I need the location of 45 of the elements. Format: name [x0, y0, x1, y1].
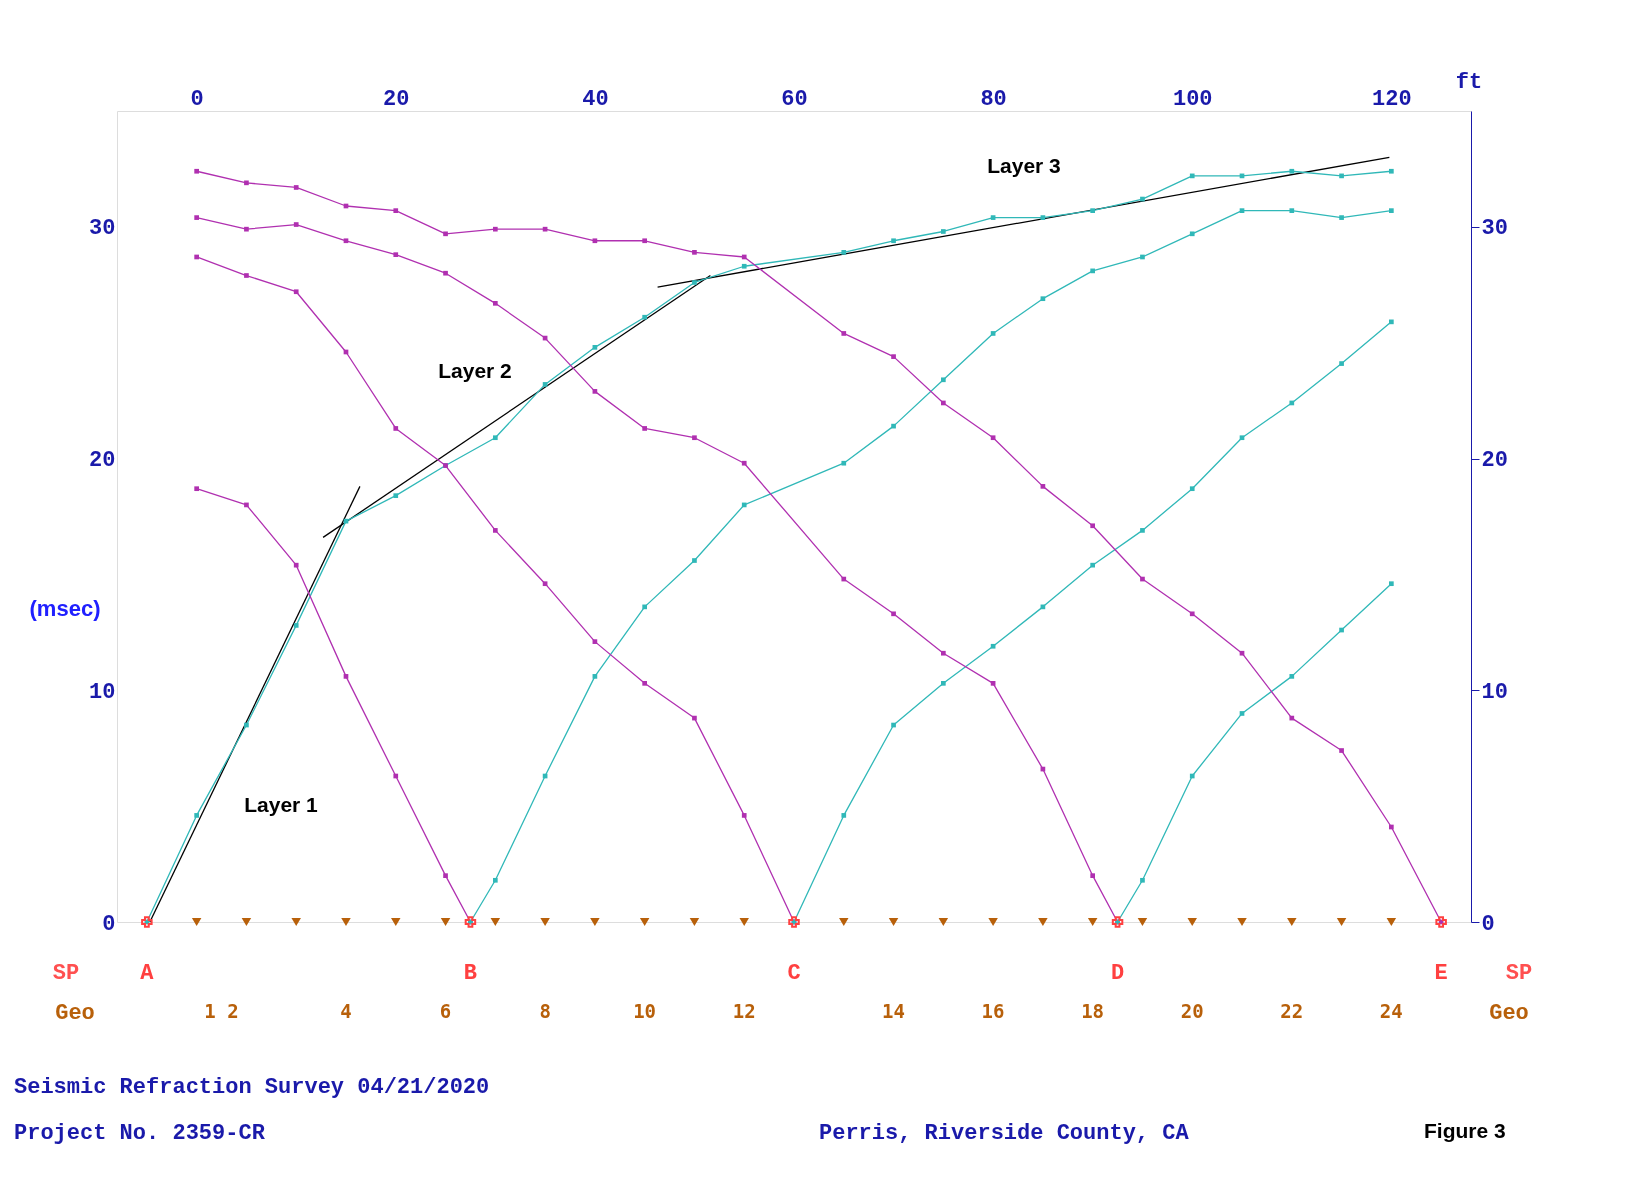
y2-tick-label: 20 — [1481, 448, 1508, 474]
text: 20 — [1180, 1000, 1204, 1022]
y2-tick-label: 10 — [1481, 679, 1508, 705]
text: Perris, Riverside County, CA — [819, 1121, 1190, 1146]
x-tick-label: 0 — [190, 86, 204, 112]
x-tick-label: 120 — [1372, 86, 1412, 112]
y2-tick-label: 0 — [1481, 911, 1495, 937]
text: SP — [52, 961, 80, 986]
annotation: B — [463, 961, 478, 986]
text: 1 2 — [204, 1000, 239, 1022]
annotation: C — [787, 961, 801, 986]
y-axis-title: (msec) — [29, 596, 101, 621]
text: Seismic Refraction Survey 04/21/2020 — [14, 1075, 490, 1100]
text: 24 — [1379, 1000, 1403, 1022]
text: 16 — [981, 1000, 1005, 1022]
text: 4 — [340, 1000, 352, 1022]
text: 8 — [539, 1000, 551, 1022]
x-tick-label: 40 — [582, 86, 609, 112]
annotation: Layer 2 — [438, 359, 512, 382]
y-tick-label: 20 — [89, 448, 116, 474]
y-tick-label: 0 — [102, 911, 116, 937]
x-axis-title: ft — [1455, 70, 1483, 95]
text: 12 — [732, 1000, 756, 1022]
annotation: Layer 3 — [987, 154, 1061, 177]
annotation: E — [1434, 961, 1448, 986]
x-tick-label: 80 — [980, 86, 1007, 112]
text: Geo — [1489, 1001, 1529, 1026]
text: 14 — [882, 1000, 905, 1022]
text: Geo — [55, 1001, 95, 1026]
x-tick-label: 20 — [383, 86, 410, 112]
caption: Figure 3 — [1424, 1119, 1506, 1142]
text: Project No. 2359-CR — [14, 1121, 266, 1146]
y-tick-label: 10 — [89, 679, 116, 705]
text: SP — [1505, 961, 1533, 986]
text: 18 — [1081, 1000, 1105, 1022]
annotation: D — [1110, 961, 1125, 986]
text: 22 — [1280, 1000, 1304, 1022]
text: 6 — [439, 1000, 452, 1022]
x-tick-label: 60 — [781, 86, 808, 112]
annotation: Layer 1 — [244, 793, 319, 816]
text: 10 — [633, 1000, 657, 1022]
x-tick-label: 100 — [1172, 86, 1213, 112]
y-tick-label: 30 — [89, 216, 116, 242]
annotation: A — [140, 961, 155, 986]
y2-tick-label: 30 — [1481, 216, 1508, 242]
